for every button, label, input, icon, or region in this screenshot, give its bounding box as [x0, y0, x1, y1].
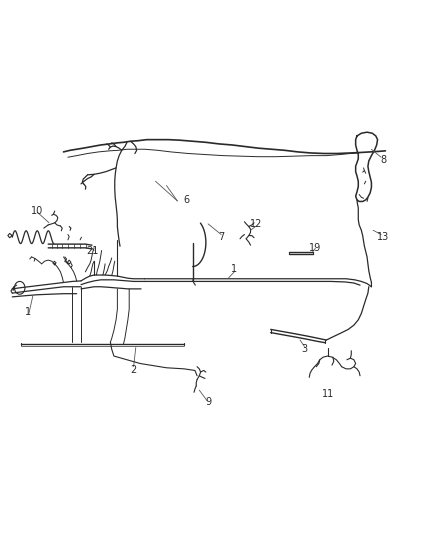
Text: 2: 2 [131, 366, 137, 375]
Text: 1: 1 [25, 307, 32, 317]
Text: 19: 19 [309, 243, 321, 253]
Text: 11: 11 [322, 390, 335, 399]
Text: 1: 1 [231, 264, 237, 274]
Text: 12: 12 [250, 219, 262, 229]
Text: 6: 6 [183, 195, 189, 205]
Text: 21: 21 [86, 246, 98, 255]
Text: 13: 13 [377, 232, 389, 242]
Text: 3: 3 [301, 344, 307, 354]
Text: 8: 8 [380, 155, 386, 165]
Text: 10: 10 [31, 206, 43, 215]
Text: 7: 7 [218, 232, 224, 242]
Text: 9: 9 [205, 398, 211, 407]
